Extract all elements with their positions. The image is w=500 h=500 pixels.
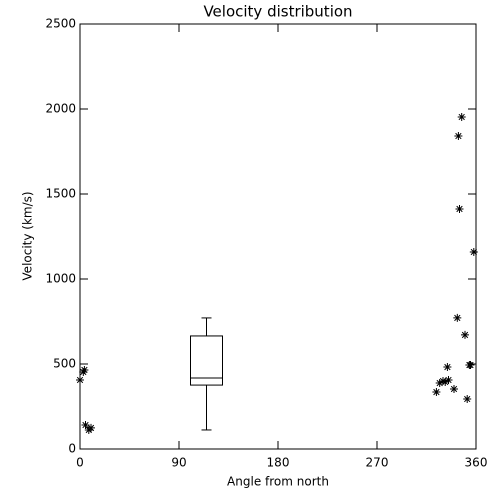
x-axis-label: Angle from north bbox=[227, 475, 329, 489]
data-point bbox=[455, 204, 464, 213]
data-point bbox=[469, 247, 478, 256]
x-tick-label: 360 bbox=[465, 456, 488, 470]
data-point bbox=[450, 384, 458, 393]
data-point bbox=[466, 361, 475, 370]
data-point bbox=[76, 375, 84, 384]
y-tick-label: 1000 bbox=[45, 272, 76, 286]
y-tick-label: 2000 bbox=[45, 102, 76, 116]
data-point bbox=[444, 375, 453, 384]
data-point bbox=[432, 388, 441, 397]
data-point bbox=[454, 132, 463, 141]
x-tick-label: 0 bbox=[76, 456, 84, 470]
plot-frame bbox=[79, 23, 477, 450]
data-point bbox=[461, 330, 469, 339]
chart-title: Velocity distribution bbox=[203, 3, 352, 21]
data-point bbox=[87, 423, 95, 432]
x-tick-label: 90 bbox=[171, 456, 186, 470]
data-point bbox=[453, 313, 462, 322]
data-point bbox=[80, 365, 89, 374]
x-tick-label: 270 bbox=[366, 456, 389, 470]
data-point bbox=[441, 378, 450, 387]
data-point bbox=[439, 377, 447, 385]
data-point bbox=[463, 395, 472, 404]
y-tick-label: 2500 bbox=[45, 17, 76, 31]
box bbox=[190, 335, 223, 386]
data-point bbox=[435, 379, 444, 388]
y-tick-label: 0 bbox=[68, 442, 76, 456]
y-tick-label: 1500 bbox=[45, 187, 76, 201]
y-tick-label: 500 bbox=[53, 357, 76, 371]
data-point bbox=[79, 367, 88, 376]
data-point bbox=[81, 421, 90, 430]
y-axis-label: Velocity (km/s) bbox=[21, 191, 35, 280]
data-point bbox=[457, 112, 466, 121]
data-point bbox=[443, 363, 452, 372]
x-tick-label: 180 bbox=[267, 456, 290, 470]
